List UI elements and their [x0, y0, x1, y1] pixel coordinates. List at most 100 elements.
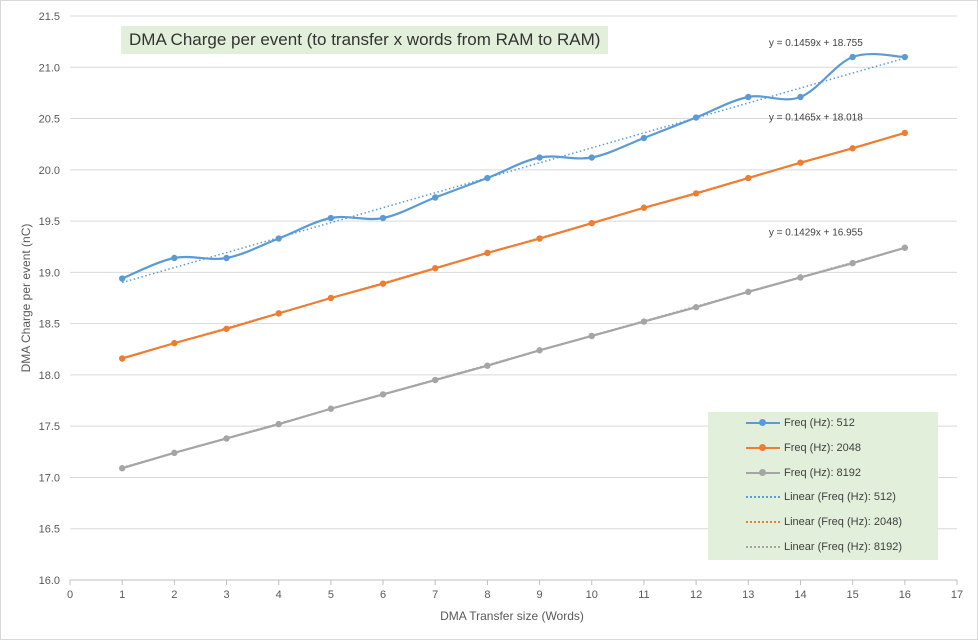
x-tick-label: 12 [690, 589, 702, 601]
data-point [849, 259, 856, 267]
legend-item-2048: Freq (Hz): 2048 [746, 439, 861, 457]
data-point [797, 274, 804, 281]
x-tick-label: 1 [119, 589, 125, 601]
data-point [327, 214, 335, 222]
y-tick-label: 19.0 [39, 267, 60, 279]
legend-dotted-line-icon [746, 542, 780, 552]
legend-label: Freq (Hz): 8192 [784, 467, 862, 479]
series-line [121, 131, 906, 360]
trendline-equation: y = 0.1429x + 16.955 [769, 228, 863, 239]
data-point [692, 304, 700, 311]
data-point [849, 145, 856, 152]
data-point [118, 465, 126, 472]
data-point [901, 129, 909, 137]
data-point [588, 332, 595, 340]
data-point [171, 339, 178, 347]
data-point [692, 114, 700, 121]
data-point [484, 249, 491, 257]
x-tick-label: 13 [742, 589, 754, 601]
data-point [484, 362, 491, 369]
legend-item-linear-512: Linear (Freq (Hz): 512) [746, 488, 896, 506]
data-point [640, 318, 648, 325]
legend-marker-icon [746, 468, 780, 478]
data-point [327, 405, 335, 412]
data-point [536, 347, 543, 354]
x-tick-label: 7 [432, 589, 438, 601]
trendline-equation: y = 0.1459x + 18.755 [769, 38, 863, 49]
data-point [118, 275, 126, 282]
data-point [118, 355, 126, 362]
y-tick-label: 21.0 [39, 62, 60, 74]
data-point [432, 376, 439, 384]
y-tick-label: 16.5 [39, 524, 60, 536]
tick-labels: 16.0 16.5 17.0 17.5 18.0 18.5 19.0 19.5 20.0 20.5… [39, 11, 964, 601]
series-line [121, 246, 906, 470]
data-point [797, 159, 804, 166]
data-point [432, 265, 439, 272]
x-tick-label: 4 [276, 589, 282, 601]
data-point [275, 420, 282, 428]
x-tick-label: 0 [67, 589, 73, 601]
y-tick-label: 17.0 [39, 472, 60, 484]
y-tick-label: 21.5 [39, 11, 60, 23]
legend-label: Freq (Hz): 512 [784, 417, 855, 429]
y-tick-label: 20.5 [39, 114, 60, 126]
legend-item-512: Freq (Hz): 512 [746, 414, 855, 432]
series-line [121, 52, 905, 280]
legend-dotted-line-icon [746, 517, 780, 527]
x-tick-label: 15 [847, 589, 859, 601]
legend-marker-icon [746, 418, 780, 428]
series-lines [118, 52, 909, 472]
legend-label: Linear (Freq (Hz): 8192) [784, 541, 902, 553]
x-tick-label: 14 [794, 589, 806, 601]
y-axis-label: DMA Charge per event (nC) [19, 224, 33, 373]
data-point [223, 254, 230, 262]
x-tick-label: 17 [951, 589, 963, 601]
x-tick-label: 10 [586, 589, 598, 601]
y-tick-label: 19.5 [39, 216, 60, 228]
x-axis-label: DMA Transfer size (Words) [440, 609, 584, 623]
gridlines [70, 15, 957, 581]
legend-label: Freq (Hz): 2048 [784, 442, 862, 454]
x-tick-label: 2 [171, 589, 177, 601]
legend-dotted-line-icon [746, 492, 780, 502]
trendline-equation: y = 0.1465x + 18.018 [769, 113, 863, 124]
legend-marker-icon [746, 443, 780, 453]
chart-title: DMA Charge per event (to transfer x word… [121, 26, 609, 54]
data-point [640, 134, 648, 142]
data-point [379, 214, 387, 222]
x-tick-label: 6 [380, 589, 386, 601]
x-tick-label: 11 [638, 589, 649, 601]
data-point [275, 235, 282, 242]
data-point [171, 449, 178, 457]
data-point [588, 154, 595, 161]
legend-label: Linear (Freq (Hz): 2048) [784, 516, 902, 528]
y-tick-label: 18.5 [39, 319, 60, 331]
data-point [536, 154, 543, 161]
x-tick-label: 5 [328, 589, 334, 601]
legend-item-linear-8192: Linear (Freq (Hz): 8192) [746, 538, 902, 556]
data-point [432, 194, 439, 201]
data-point [745, 174, 752, 182]
data-point [223, 435, 230, 442]
data-point [171, 254, 178, 262]
data-point [379, 391, 387, 398]
data-point [849, 53, 856, 61]
legend-item-8192: Freq (Hz): 8192 [746, 464, 861, 482]
data-point [745, 288, 752, 296]
data-point [901, 53, 909, 61]
data-point [901, 244, 909, 251]
legend: Freq (Hz): 512 Freq (Hz): 2048 Freq (Hz)… [708, 412, 938, 560]
data-point [588, 219, 595, 227]
x-tick-label: 8 [484, 589, 490, 601]
data-point [275, 310, 282, 317]
data-point [745, 93, 752, 101]
y-tick-label: 18.0 [39, 370, 60, 382]
axes [69, 579, 958, 585]
trendline-equations: y = 0.1459x + 18.755 y = 0.1465x + 18.018… [769, 38, 863, 239]
data-point [223, 325, 230, 332]
legend-label: Linear (Freq (Hz): 512) [784, 491, 896, 503]
data-point [692, 190, 700, 197]
